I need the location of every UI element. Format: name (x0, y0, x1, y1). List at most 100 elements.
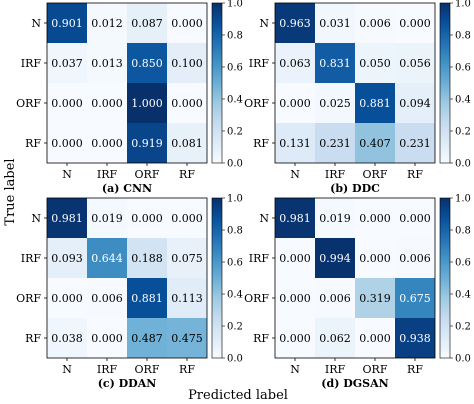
cell-value-label: 0.000 (399, 17, 431, 30)
heatmap-cell (275, 198, 315, 238)
heatmap-cell (355, 123, 395, 163)
x-tick-label: IRF (97, 168, 118, 181)
cell-value-label: 0.000 (51, 97, 83, 110)
heatmap-cell (127, 3, 167, 43)
colorbar-tick-label: 0.6 (455, 258, 471, 269)
cell-value-label: 0.087 (131, 17, 163, 30)
heatmap-cell (395, 43, 435, 83)
heatmap-cell (395, 238, 435, 278)
cell-value-label: 0.231 (399, 137, 431, 150)
heatmap-cell (127, 238, 167, 278)
y-tick-label: IRF (249, 57, 270, 70)
cell-value-label: 0.000 (91, 97, 123, 110)
heatmap-cell (167, 43, 207, 83)
y-tick-label: RF (25, 137, 41, 150)
y-tick-label: ORF (16, 97, 41, 110)
x-tick-label: IRF (97, 363, 118, 376)
heatmap-cell (275, 278, 315, 318)
heatmap-cell (167, 3, 207, 43)
cell-value-label: 0.881 (131, 292, 163, 305)
heatmap-cell (47, 3, 87, 43)
cell-value-label: 0.000 (91, 332, 123, 345)
heatmap-cell (275, 123, 315, 163)
y-tick-label: IRF (21, 57, 42, 70)
heatmap-cell (355, 43, 395, 83)
cell-value-label: 0.487 (131, 332, 163, 345)
cell-value-label: 0.675 (399, 292, 431, 305)
cell-value-label: 0.006 (399, 252, 431, 265)
heatmap-cell (167, 318, 207, 358)
cell-value-label: 0.025 (319, 97, 351, 110)
cell-value-label: 0.000 (131, 212, 163, 225)
y-axis-label: True label (3, 158, 18, 225)
heatmap-cell (87, 198, 127, 238)
panel-caption: (d) DGSAN (321, 377, 388, 390)
heatmap-cell (87, 318, 127, 358)
heatmap-cell (315, 83, 355, 123)
cell-value-label: 0.000 (279, 332, 311, 345)
cell-value-label: 0.075 (171, 252, 203, 265)
colorbar (211, 2, 223, 164)
x-tick-label: IRF (325, 363, 346, 376)
heatmap-cell (127, 43, 167, 83)
colorbar-tick-label: 0.0 (455, 159, 471, 170)
colorbar-tick-label: 0.2 (227, 322, 243, 333)
cell-value-label: 0.981 (279, 212, 311, 225)
heatmap-cell (87, 238, 127, 278)
heatmap-cell (47, 318, 87, 358)
heatmap-cell (167, 198, 207, 238)
heatmap-cell (395, 83, 435, 123)
panel-2: 0.963 0.031 0.006 0.000 0.063 0.831 0.050 0.056… (244, 0, 471, 195)
colorbar-tick-label: 0.0 (455, 354, 471, 365)
colorbar (211, 197, 223, 359)
cell-value-label: 0.131 (279, 137, 311, 150)
heatmap-cell (355, 318, 395, 358)
cell-value-label: 0.901 (51, 17, 83, 30)
cell-value-label: 0.006 (359, 17, 391, 30)
heatmap-cell (275, 238, 315, 278)
colorbar-tick-label: 1.0 (227, 0, 243, 10)
cell-value-label: 0.013 (91, 57, 123, 70)
cell-value-label: 0.081 (171, 137, 203, 150)
colorbar-tick-label: 1.0 (455, 194, 471, 205)
cell-value-label: 1.000 (131, 97, 163, 110)
cell-value-label: 0.000 (279, 292, 311, 305)
cell-value-label: 0.000 (91, 137, 123, 150)
colorbar-tick-label: 0.2 (455, 322, 471, 333)
cell-value-label: 0.000 (51, 292, 83, 305)
heatmap-cell (315, 3, 355, 43)
heatmap-cell (87, 3, 127, 43)
heatmap-cell (167, 238, 207, 278)
cell-value-label: 0.056 (399, 57, 431, 70)
heatmap-cell (127, 198, 167, 238)
cell-value-label: 0.644 (91, 252, 123, 265)
cell-value-label: 0.094 (399, 97, 431, 110)
heatmap-cell (315, 318, 355, 358)
panel-1: 0.901 0.012 0.087 0.000 0.037 0.013 0.850 0.100… (16, 0, 243, 195)
matrix-frame (46, 197, 208, 359)
heatmap-cell (127, 123, 167, 163)
cell-value-label: 0.038 (51, 332, 83, 345)
colorbar-tick-label: 0.8 (227, 31, 243, 42)
heatmap-cell (275, 83, 315, 123)
matrix-frame (274, 2, 436, 164)
panel-caption: (b) DDC (330, 182, 380, 195)
cell-value-label: 0.000 (359, 332, 391, 345)
colorbar (439, 2, 451, 164)
cell-value-label: 0.093 (51, 252, 83, 265)
heatmap-cell (355, 198, 395, 238)
heatmap-cell (355, 278, 395, 318)
y-tick-label: IRF (249, 252, 270, 265)
cell-value-label: 0.019 (91, 212, 123, 225)
heatmap-cell (47, 43, 87, 83)
x-tick-label: N (62, 363, 72, 376)
colorbar-tick-label: 0.8 (227, 226, 243, 237)
cell-value-label: 0.000 (399, 212, 431, 225)
heatmap-cell (395, 318, 435, 358)
cell-value-label: 0.981 (51, 212, 83, 225)
heatmap-cell (87, 278, 127, 318)
cell-value-label: 0.000 (171, 17, 203, 30)
heatmap-cell (167, 83, 207, 123)
colorbar-tick-label: 0.6 (455, 63, 471, 74)
